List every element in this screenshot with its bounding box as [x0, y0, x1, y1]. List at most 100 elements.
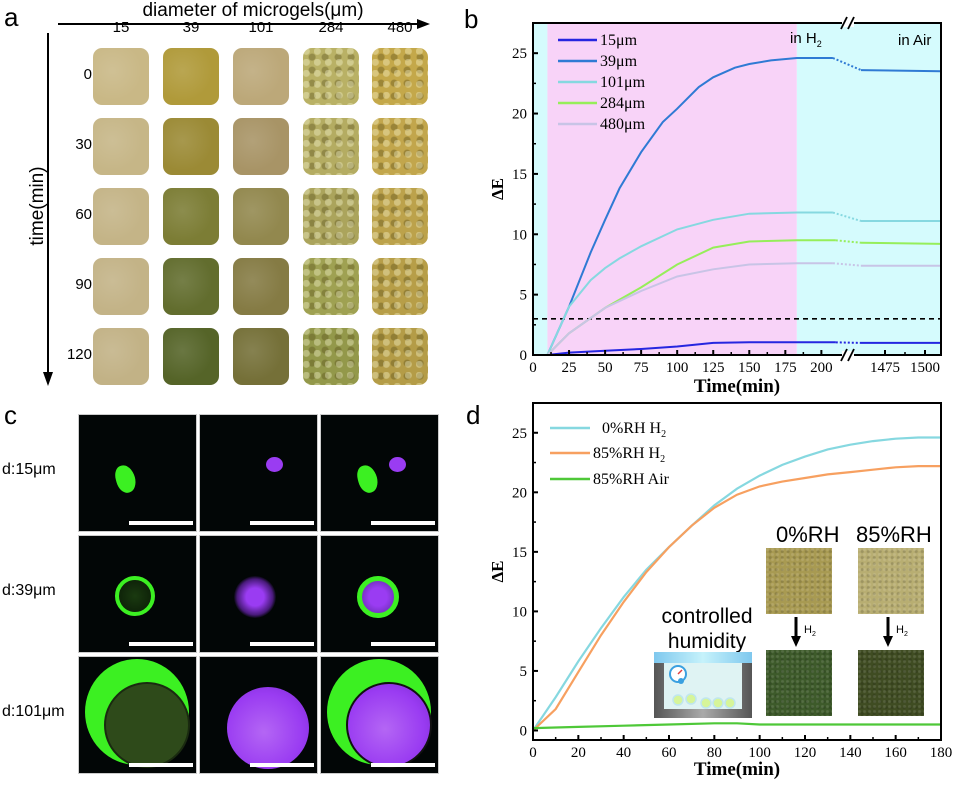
color-swatch [93, 118, 149, 175]
x-tick-label: 75 [634, 360, 649, 376]
y-axis-title-a: time(min) [27, 166, 48, 246]
region-label-h2: in H2 [790, 30, 822, 49]
color-swatch [372, 328, 428, 385]
controlled-humidity-label: controlled humidity [652, 604, 762, 654]
scale-bar [371, 642, 435, 646]
shaded-region [547, 23, 797, 355]
column-label: 39 [182, 19, 200, 36]
humidity-line: humidity [667, 630, 747, 653]
x-tick-label: 1500 [910, 360, 940, 376]
arrow-label-h2-left: H2 [804, 624, 816, 638]
color-swatch [233, 118, 289, 175]
arrow-label-text: H [804, 624, 812, 636]
scale-bar [129, 763, 193, 767]
scale-bar [250, 642, 314, 646]
y-tick-label: 15 [512, 167, 527, 183]
series-line-85%RH Air [532, 722, 941, 730]
color-swatch [372, 118, 428, 175]
x-tick-label: 180 [930, 745, 953, 761]
x-tick-label: 20 [571, 745, 586, 761]
legend-label: 39μm [600, 53, 638, 70]
y-tick-label: 20 [512, 107, 527, 123]
legend-subscript: 2 [660, 454, 665, 465]
series-break-101μm [832, 211, 862, 222]
axis-break-mark [840, 348, 848, 362]
row-label: 30 [75, 136, 92, 153]
legend-label: 0%RH H2 [602, 420, 666, 440]
color-swatch [93, 328, 149, 385]
x-tick-label: 140 [839, 745, 862, 761]
series-line-39μm [860, 69, 942, 73]
color-swatch [93, 188, 149, 245]
arrow-label-text: H [896, 624, 904, 636]
inset-label-85rh: 85%RH [856, 522, 932, 547]
arrow-label-sub: 2 [903, 631, 908, 639]
x-tick-label: 100 [748, 745, 771, 761]
confocal-image-merged [320, 414, 439, 532]
x-axis-title: Time(min) [694, 376, 780, 397]
x-tick-label: 125 [702, 360, 725, 376]
swatch-85rh-after [858, 650, 924, 716]
x-tick-label: 50 [598, 360, 613, 376]
y-tick-label: 15 [512, 545, 527, 561]
color-swatch [372, 258, 428, 315]
panel-letter-d: d [466, 400, 481, 430]
confocal-image-green [78, 656, 197, 774]
series-line-480μm [546, 262, 833, 356]
scale-bar [371, 521, 435, 525]
color-swatch [163, 118, 219, 175]
scale-bar [129, 642, 193, 646]
size-row-label: d:15μm [2, 461, 56, 478]
region-label-air: in Air [898, 32, 932, 49]
down-arrow-icon [791, 617, 801, 647]
chart-d: 0 5 10 15 20 25 0 20 40 60 80 100 120 140 160 180 Time(m… [488, 402, 953, 780]
confocal-image-green [78, 535, 197, 653]
confocal-image-purple [199, 656, 318, 774]
y-axis-title: ΔE [488, 561, 507, 583]
column-label: 15 [112, 19, 130, 36]
legend-subscript: 2 [661, 429, 666, 440]
x-tick-label: 1475 [870, 360, 900, 376]
confocal-image-green [78, 414, 197, 532]
confocal-image-purple [199, 414, 318, 532]
column-label: 284 [318, 19, 344, 36]
axis-break-mark [840, 16, 848, 30]
color-swatch [233, 258, 289, 315]
series-break-284μm [835, 239, 862, 244]
y-axis-title: ΔE [488, 178, 507, 200]
axis-break-mark [847, 348, 855, 362]
series-line-284μm [860, 241, 942, 245]
color-swatch [372, 188, 428, 245]
x-axis-title: Time(min) [694, 759, 780, 780]
region-label-h2-sub: 2 [816, 39, 822, 49]
color-swatch [163, 48, 219, 105]
confocal-image-merged [320, 535, 439, 653]
color-swatch [233, 328, 289, 385]
column-label: 101 [248, 19, 274, 36]
down-arrow-icon [883, 617, 893, 647]
panel-letter-b: b [464, 4, 479, 34]
x-tick-label: 60 [662, 745, 677, 761]
x-axis-arrowhead [417, 19, 430, 29]
legend-label: 15μm [600, 32, 638, 49]
color-swatch [303, 48, 359, 105]
confocal-image-merged [320, 656, 439, 774]
color-swatch [303, 118, 359, 175]
series-break-39μm [832, 57, 862, 72]
swatch-0rh-before [766, 548, 832, 614]
panel-a-arrows [58, 19, 430, 29]
color-swatch [233, 48, 289, 105]
arrow-label-h2-right: H2 [896, 624, 908, 638]
y-axis-arrow [43, 33, 53, 386]
chart-b: 0 5 10 15 20 25 0 25 50 75 100 125 150 175 200 1475 1500… [488, 16, 942, 397]
color-swatch [93, 258, 149, 315]
y-axis-arrowhead [43, 372, 53, 386]
y-tick-label: 0 [520, 723, 528, 739]
x-tick-label: 200 [810, 360, 833, 376]
axis-break-gap [842, 19, 854, 27]
series-break-15μm [835, 341, 862, 344]
axis-break-gap [842, 351, 854, 359]
humidity-chamber-icon [654, 652, 752, 718]
size-row-label: d:101μm [2, 703, 65, 720]
color-swatch [303, 328, 359, 385]
